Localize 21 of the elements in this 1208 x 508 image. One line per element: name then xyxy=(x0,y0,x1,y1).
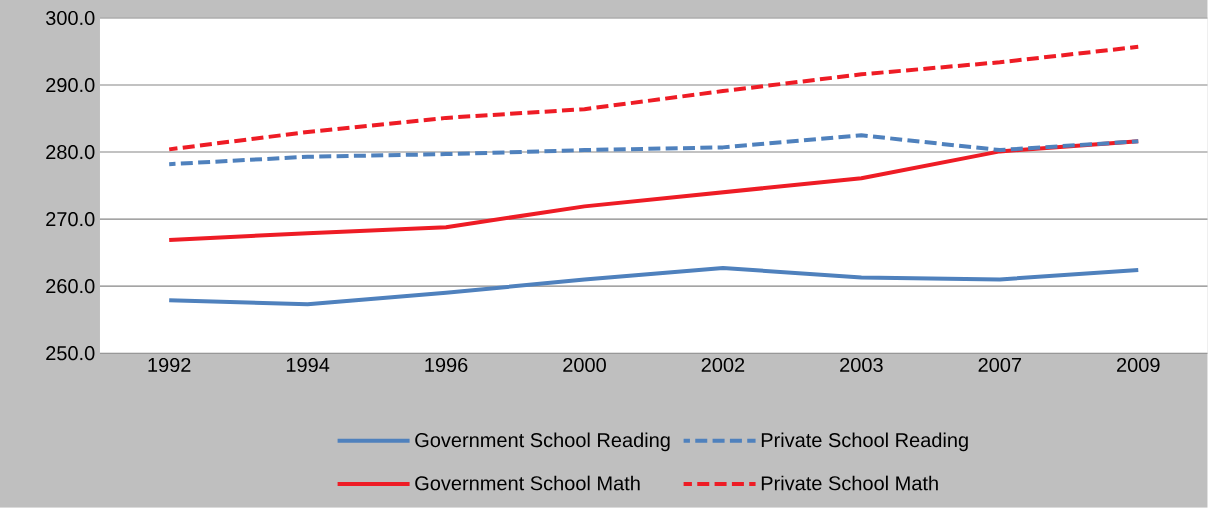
legend-label: Government School Reading xyxy=(415,432,670,452)
x-tick-label: 1994 xyxy=(286,358,330,373)
line-series xyxy=(167,266,1141,307)
x-tick-label: 1996 xyxy=(425,358,468,373)
x-tick-label: 2009 xyxy=(1117,358,1160,373)
y-tick-label: 290.0 xyxy=(46,78,95,93)
line-series xyxy=(167,133,1141,167)
legend-label: Private School Reading xyxy=(761,432,968,452)
y-tick-label: 270.0 xyxy=(46,212,95,227)
y-tick-label: 280.0 xyxy=(46,145,95,160)
x-tick-label: 2007 xyxy=(978,358,1022,373)
x-tick-label: 2003 xyxy=(840,358,883,373)
line-series xyxy=(167,44,1141,152)
legend-label: Private School Math xyxy=(761,475,938,491)
y-tick-label: 250.0 xyxy=(46,346,95,361)
y-tick-label: 260.0 xyxy=(46,279,95,294)
x-tick-label: 2002 xyxy=(701,358,745,373)
legend-label: Government School Math xyxy=(415,475,640,491)
x-tick-label: 1992 xyxy=(148,358,191,373)
y-tick-label: 300.0 xyxy=(45,11,95,26)
x-tick-label: 2000 xyxy=(563,358,606,373)
